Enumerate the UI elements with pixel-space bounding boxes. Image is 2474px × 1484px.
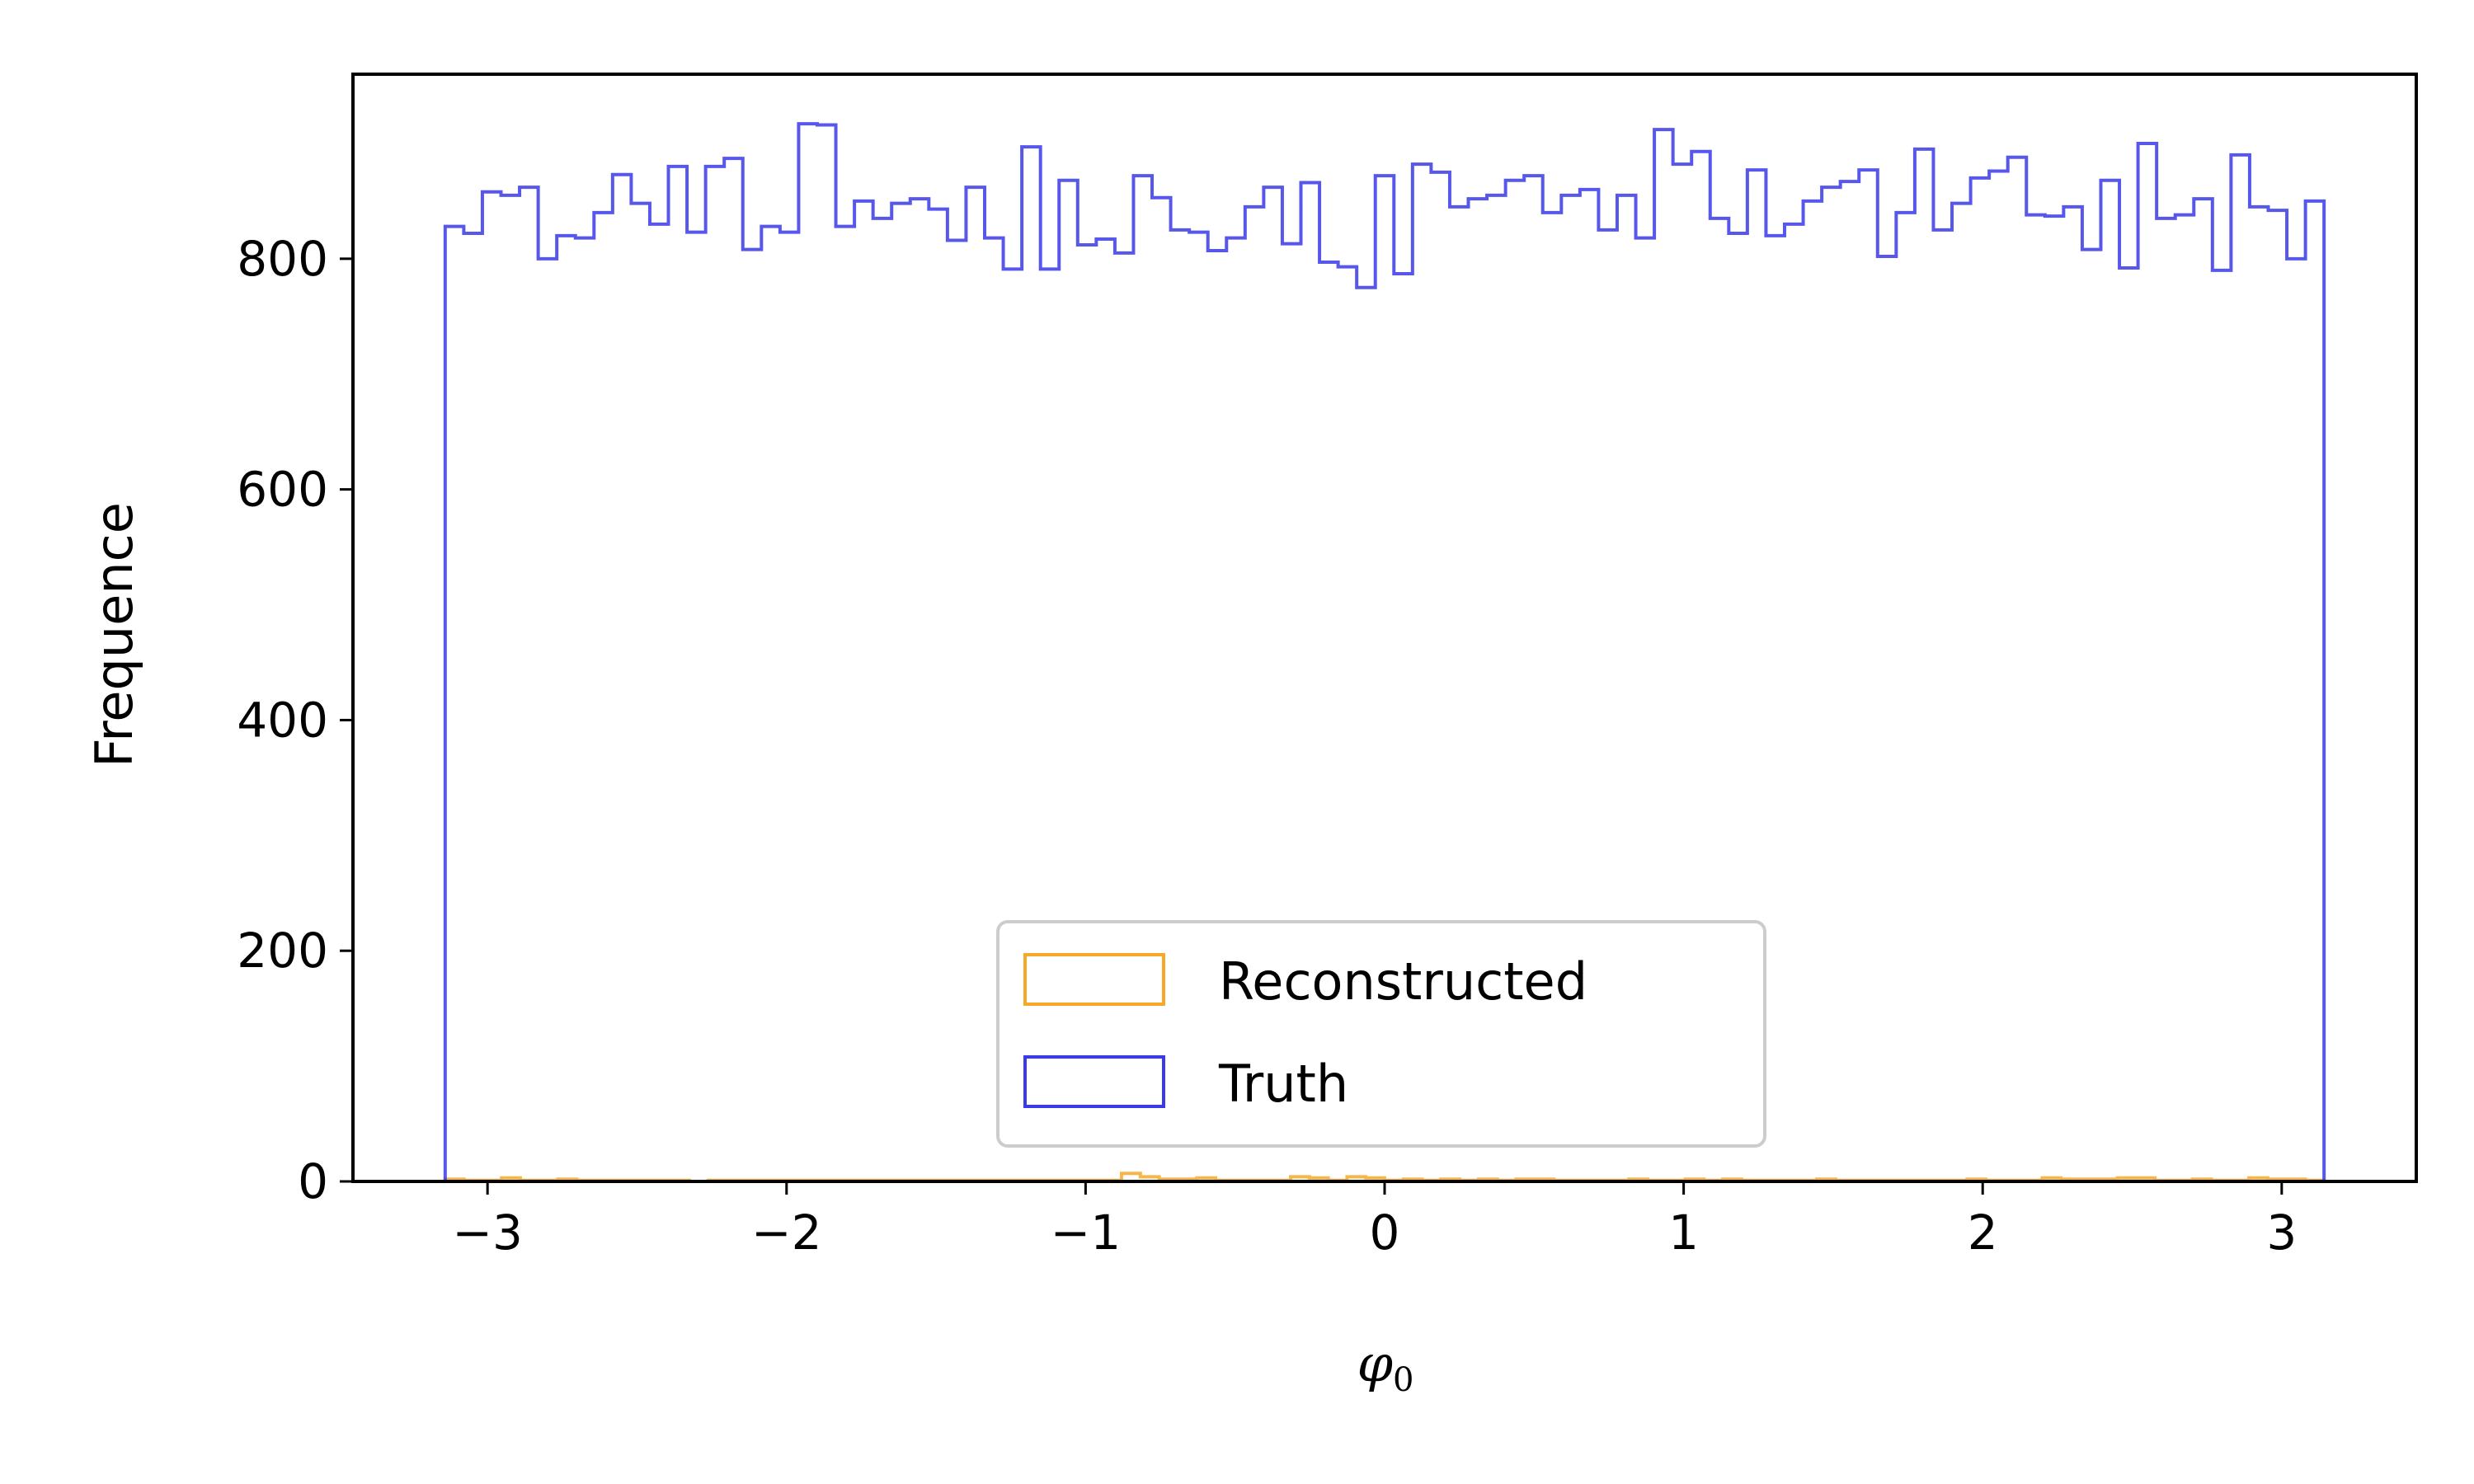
x-tick-label: −2 <box>751 1205 822 1261</box>
y-tick-label: 200 <box>237 923 328 979</box>
legend-label-reconstructed: Reconstructed <box>1219 951 1587 1012</box>
x-tick-label: 0 <box>1370 1205 1400 1261</box>
legend-swatch-reconstructed <box>1023 953 1165 1006</box>
x-tick-label: 1 <box>1668 1205 1699 1261</box>
y-axis-ticks: 0 200 400 600 800 <box>237 231 353 1209</box>
x-axis-ticks: −3 −2 −1 0 1 2 3 <box>452 1181 2297 1261</box>
legend-swatch-truth <box>1023 1055 1165 1108</box>
y-tick-label: 400 <box>237 692 328 748</box>
y-tick-label: 0 <box>298 1153 328 1209</box>
legend-label-truth: Truth <box>1218 1054 1348 1114</box>
x-tick-label: −1 <box>1051 1205 1122 1261</box>
legend: Reconstructed Truth <box>996 920 1766 1148</box>
legend-box <box>996 920 1766 1148</box>
y-tick-label: 800 <box>237 231 328 287</box>
series-truth-outline <box>443 122 2326 1181</box>
plot-frame <box>351 73 2418 1183</box>
x-tick-label: −3 <box>452 1205 523 1261</box>
x-axis-title: φ0 <box>1357 1333 1414 1399</box>
x-tick-label: 2 <box>1968 1205 1998 1261</box>
y-axis-title: Frequence <box>84 502 144 768</box>
x-tick-label: 3 <box>2266 1205 2297 1261</box>
y-tick-label: 600 <box>237 462 328 518</box>
